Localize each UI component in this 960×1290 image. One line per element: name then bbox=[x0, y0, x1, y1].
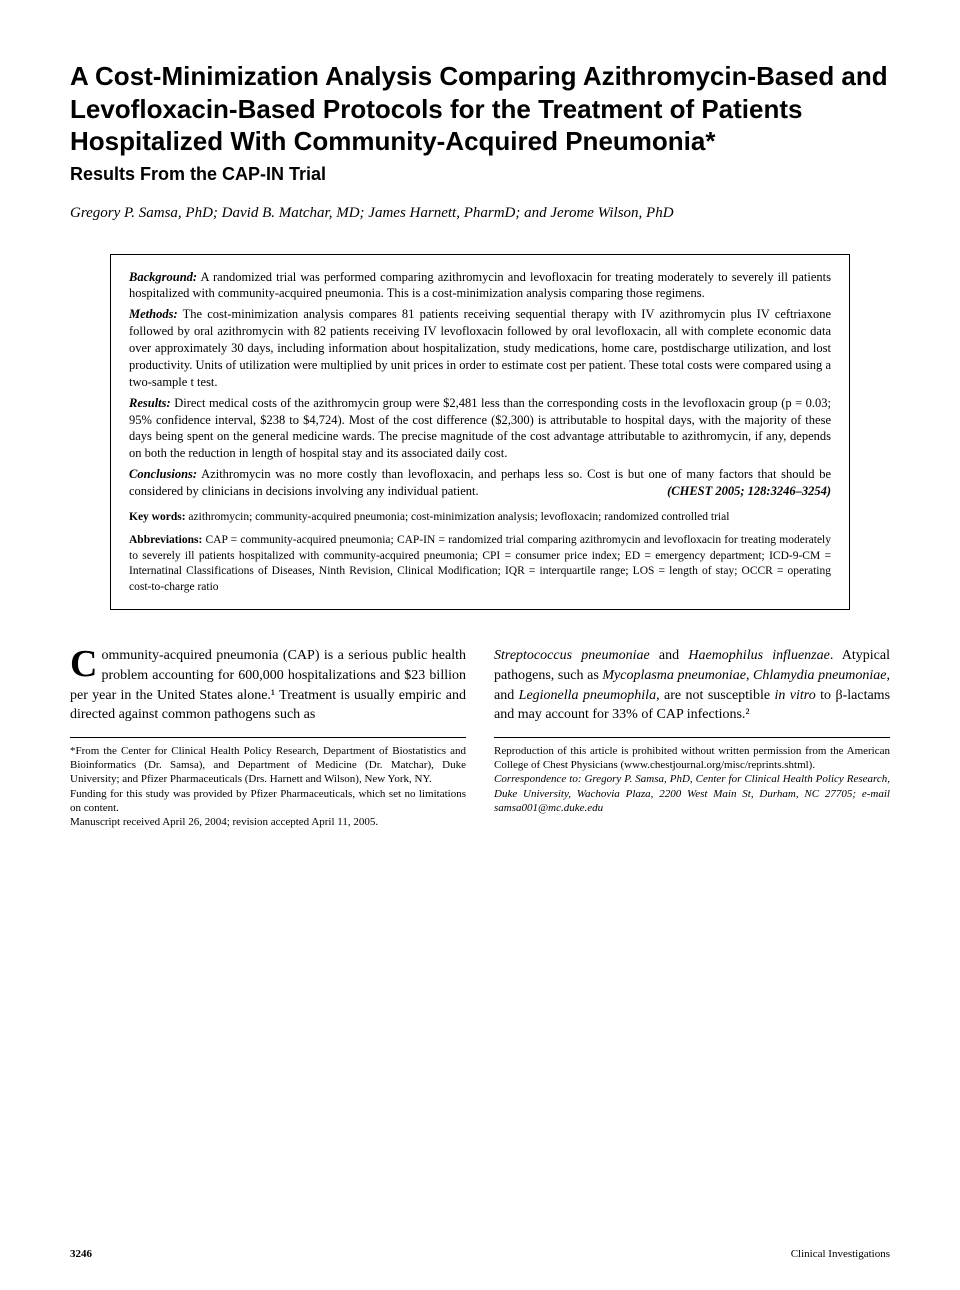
para1-text: ommunity-acquired pneumonia (CAP) is a s… bbox=[70, 648, 466, 722]
background-label: Background: bbox=[129, 270, 197, 284]
organism-5: Legionella pneumophila bbox=[519, 688, 656, 703]
results-text: Direct medical costs of the azithromycin… bbox=[129, 396, 831, 461]
organism-4: Chlamydia pneumoniae bbox=[753, 668, 886, 683]
body-paragraph-2: Streptococcus pneumoniae and Haemophilus… bbox=[494, 646, 890, 724]
t1: and bbox=[650, 648, 689, 663]
background-text: A randomized trial was performed compari… bbox=[129, 270, 831, 301]
t3: , bbox=[746, 668, 753, 683]
abbrev-label: Abbreviations: bbox=[129, 534, 202, 546]
footnote-separator-right bbox=[494, 737, 890, 738]
results-label: Results: bbox=[129, 396, 171, 410]
abstract-background: Background: A randomized trial was perfo… bbox=[129, 269, 831, 303]
footnote-affiliation: *From the Center for Clinical Health Pol… bbox=[70, 744, 466, 787]
abbreviations-line: Abbreviations: CAP = community-acquired … bbox=[129, 533, 831, 595]
abstract-results: Results: Direct medical costs of the azi… bbox=[129, 395, 831, 463]
article-title: A Cost-Minimization Analysis Comparing A… bbox=[70, 60, 890, 158]
organism-1: Streptococcus pneumoniae bbox=[494, 648, 650, 663]
methods-label: Methods: bbox=[129, 307, 178, 321]
t5: , are not susceptible bbox=[656, 688, 774, 703]
methods-text: The cost-minimization analysis compares … bbox=[129, 307, 831, 389]
footnote-separator bbox=[70, 737, 466, 738]
conclusions-label: Conclusions: bbox=[129, 467, 197, 481]
footnote-correspondence: Correspondence to: Gregory P. Samsa, PhD… bbox=[494, 772, 890, 815]
authors-line: Gregory P. Samsa, PhD; David B. Matchar,… bbox=[70, 203, 890, 224]
organism-3: Mycoplasma pneumoniae bbox=[602, 668, 746, 683]
footer-section: Clinical Investigations bbox=[791, 1248, 890, 1260]
footnote-dates: Manuscript received April 26, 2004; revi… bbox=[70, 815, 466, 829]
dropcap: C bbox=[70, 646, 101, 680]
body-paragraph-1: Community-acquired pneumonia (CAP) is a … bbox=[70, 646, 466, 724]
organism-2: Haemophilus influenzae bbox=[688, 648, 829, 663]
journal-citation: (CHEST 2005; 128:3246–3254) bbox=[667, 483, 831, 500]
keywords-text: azithromycin; community-acquired pneumon… bbox=[188, 511, 729, 523]
footnote-funding: Funding for this study was provided by P… bbox=[70, 787, 466, 816]
invitro: in vitro bbox=[774, 688, 815, 703]
page-footer: 3246 Clinical Investigations bbox=[70, 1248, 890, 1260]
right-column: Streptococcus pneumoniae and Haemophilus… bbox=[494, 646, 890, 829]
abstract-methods: Methods: The cost-minimization analysis … bbox=[129, 306, 831, 390]
abstract-conclusions: Conclusions: Azithromycin was no more co… bbox=[129, 466, 831, 500]
abstract-box: Background: A randomized trial was perfo… bbox=[110, 254, 850, 611]
abbrev-text: CAP = community-acquired pneumonia; CAP-… bbox=[129, 534, 831, 593]
footnote-reproduction: Reproduction of this article is prohibit… bbox=[494, 744, 890, 773]
article-subtitle: Results From the CAP-IN Trial bbox=[70, 164, 890, 185]
keywords-label: Key words: bbox=[129, 511, 186, 523]
keywords-line: Key words: azithromycin; community-acqui… bbox=[129, 510, 831, 526]
left-column: Community-acquired pneumonia (CAP) is a … bbox=[70, 646, 466, 829]
page-number: 3246 bbox=[70, 1248, 92, 1260]
body-columns: Community-acquired pneumonia (CAP) is a … bbox=[70, 646, 890, 829]
